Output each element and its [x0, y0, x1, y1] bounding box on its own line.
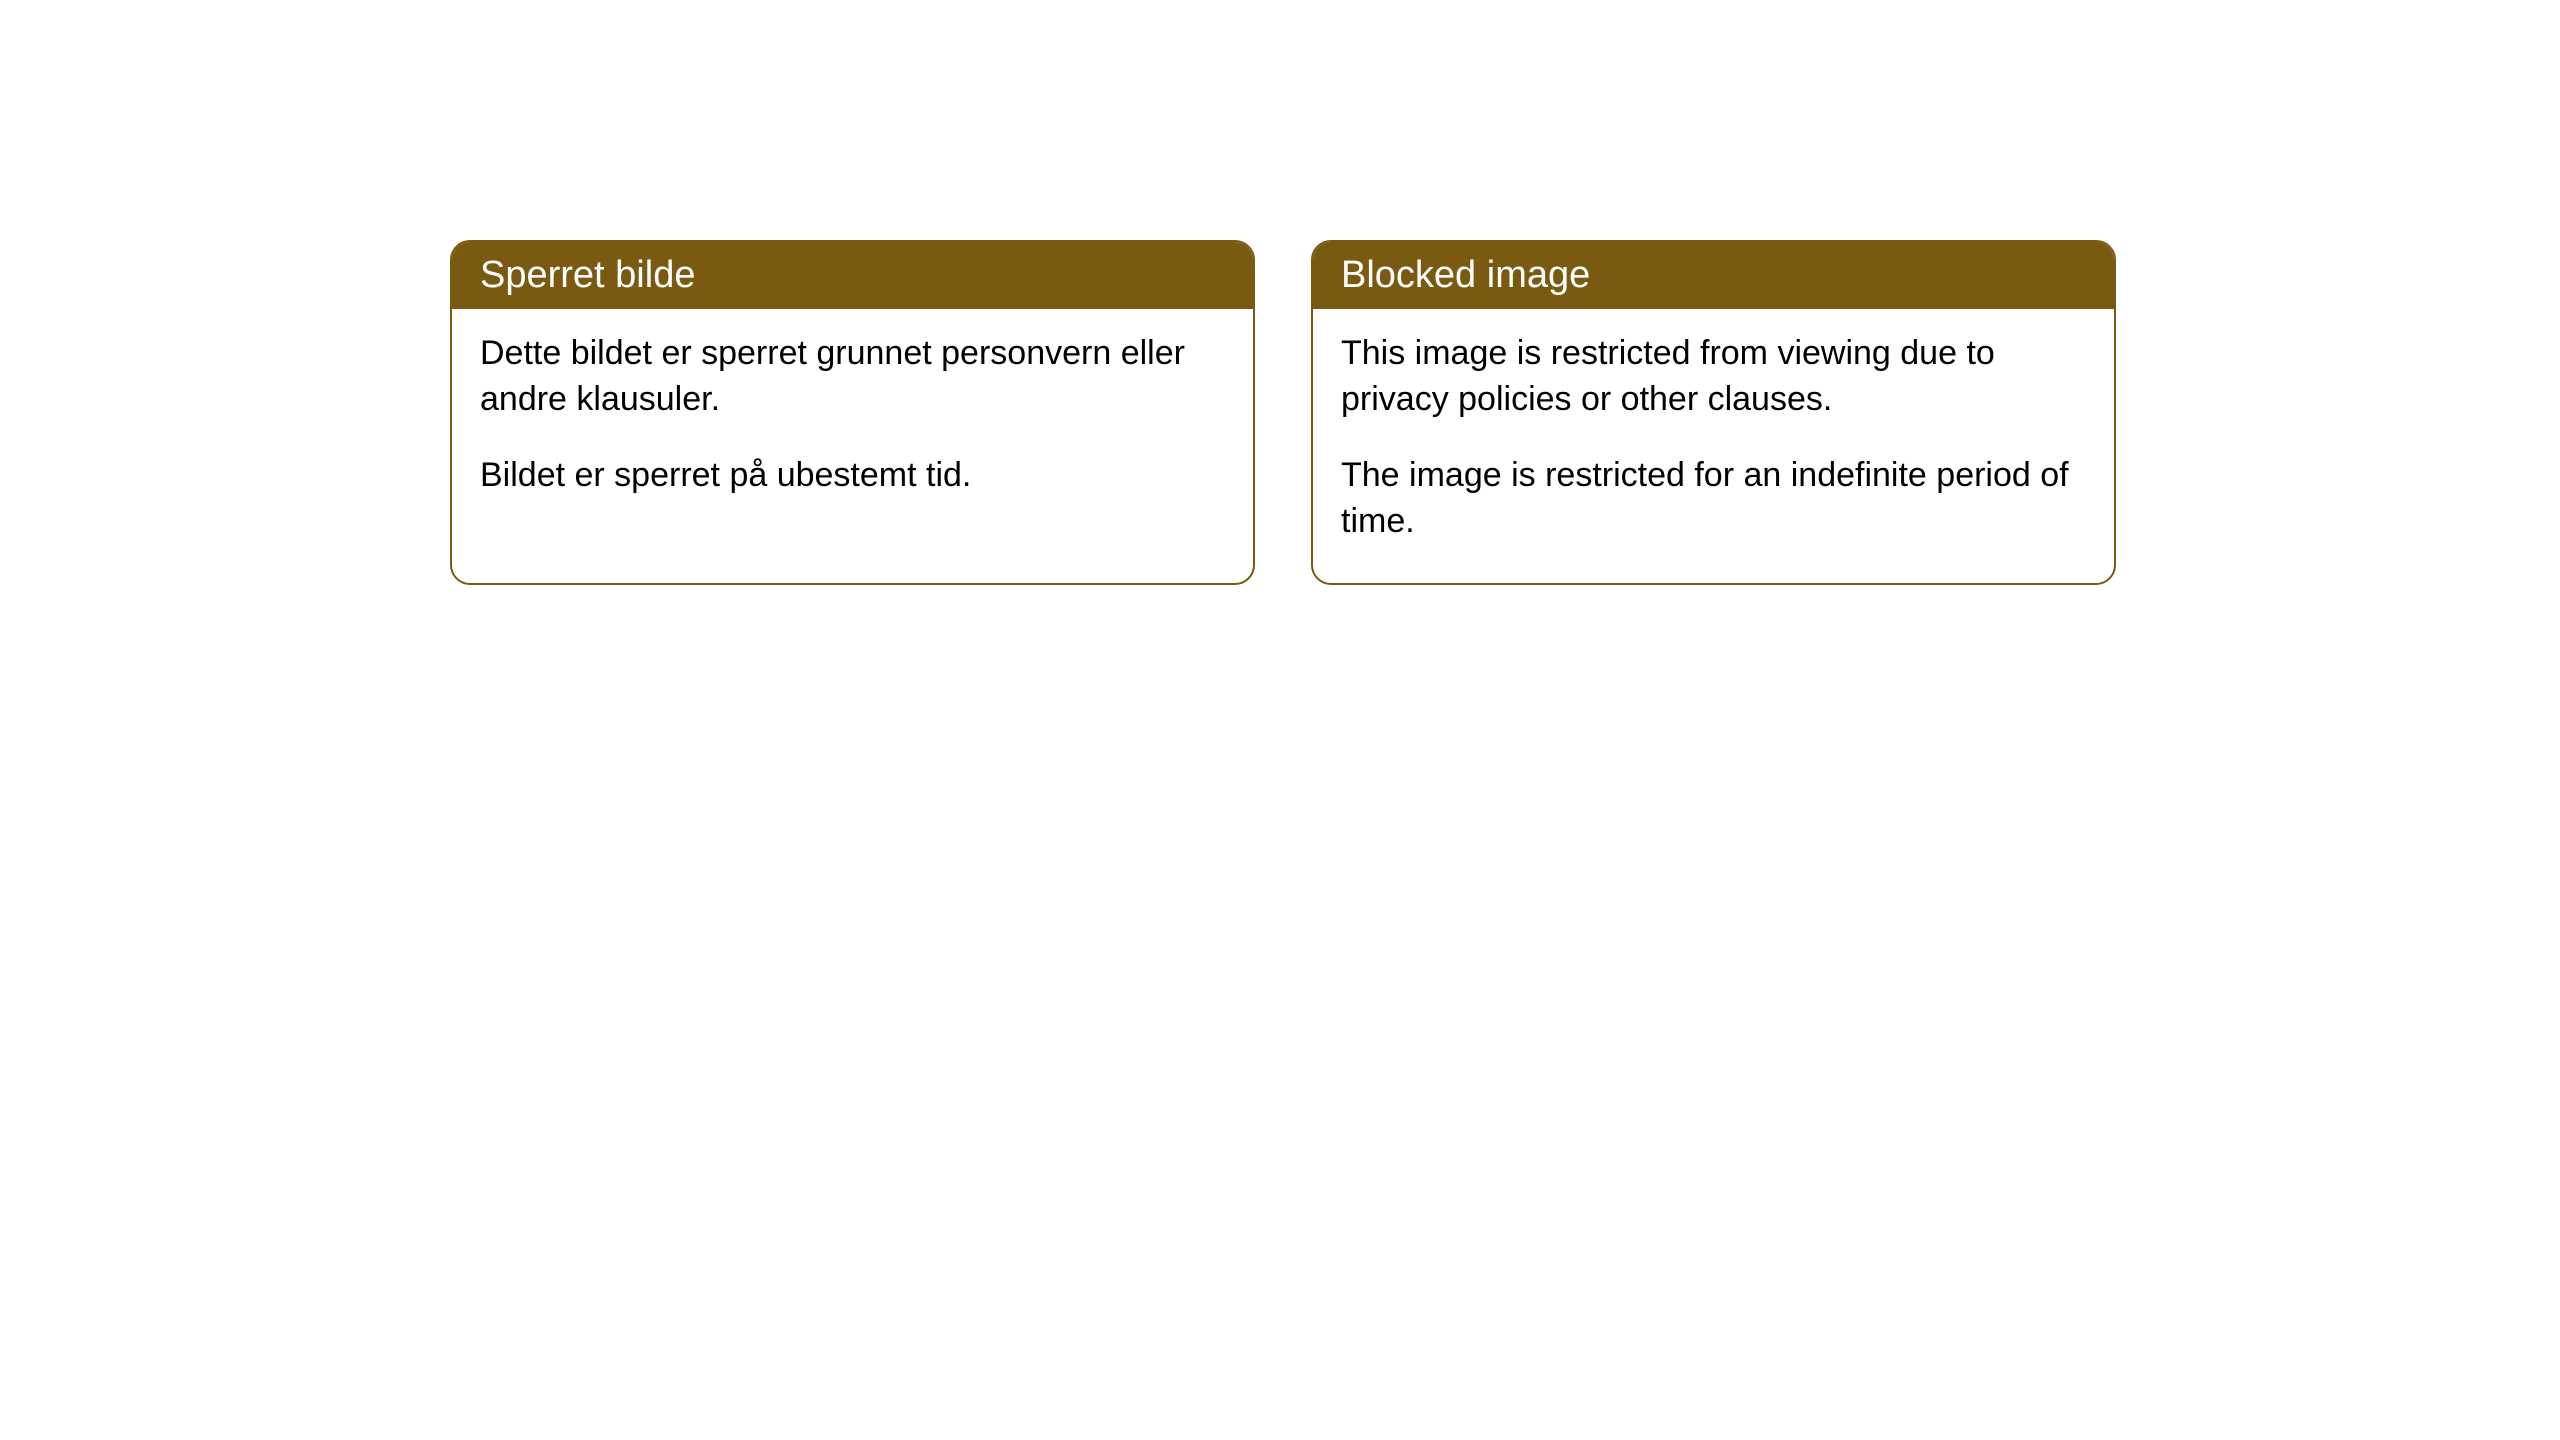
card-paragraph: Dette bildet er sperret grunnet personve… [480, 331, 1225, 423]
card-title: Blocked image [1341, 254, 1590, 296]
card-paragraph: This image is restricted from viewing du… [1341, 331, 2086, 423]
card-paragraph: Bildet er sperret på ubestemt tid. [480, 453, 1225, 499]
notice-card-english: Blocked image This image is restricted f… [1311, 240, 2116, 585]
card-header-english: Blocked image [1313, 242, 2114, 309]
card-body-norwegian: Dette bildet er sperret grunnet personve… [452, 309, 1253, 537]
notice-card-norwegian: Sperret bilde Dette bildet er sperret gr… [450, 240, 1255, 585]
card-header-norwegian: Sperret bilde [452, 242, 1253, 309]
card-title: Sperret bilde [480, 254, 695, 296]
notice-cards-container: Sperret bilde Dette bildet er sperret gr… [450, 240, 2116, 585]
card-body-english: This image is restricted from viewing du… [1313, 309, 2114, 583]
card-paragraph: The image is restricted for an indefinit… [1341, 453, 2086, 545]
